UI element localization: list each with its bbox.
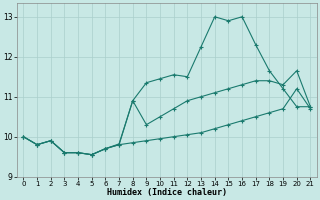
X-axis label: Humidex (Indice chaleur): Humidex (Indice chaleur) [107, 188, 227, 197]
